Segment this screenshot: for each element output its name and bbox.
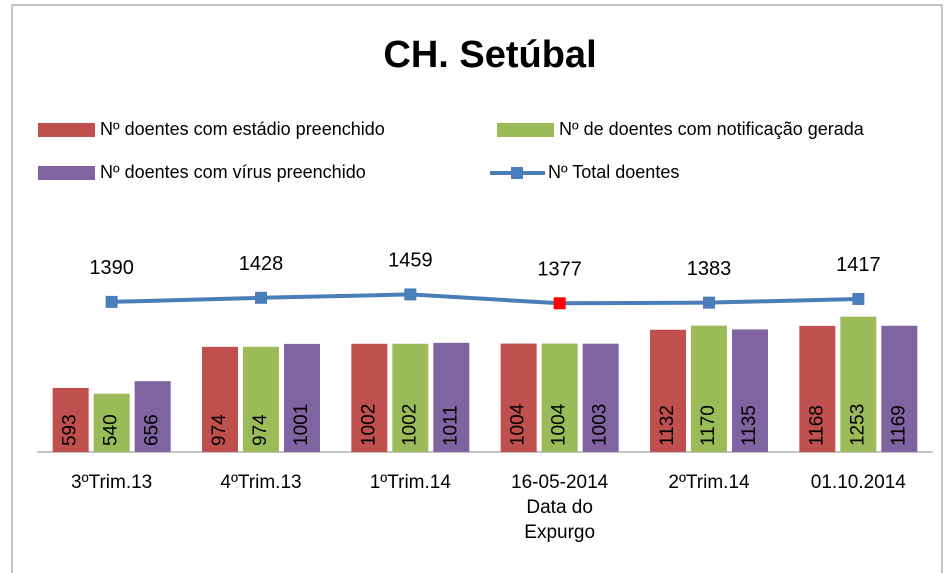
bar: [582, 343, 619, 452]
bar: [691, 325, 727, 452]
data-label: 974: [250, 414, 271, 446]
data-label: 1004: [508, 403, 529, 446]
line-marker: [852, 292, 865, 305]
line-marker: [553, 297, 566, 310]
data-label: 1135: [739, 405, 760, 446]
bar: [881, 325, 918, 452]
legend-swatch: [497, 123, 554, 137]
data-label: 1383: [687, 258, 732, 280]
x-tick-label: 2ºTrim.14: [668, 472, 750, 493]
legend-label: Nº de doentes com notificação gerada: [559, 119, 865, 139]
data-label: 540: [101, 414, 122, 446]
bar: [93, 393, 130, 452]
bar: [840, 316, 877, 452]
bar: [541, 343, 578, 452]
data-label: 1002: [399, 404, 420, 446]
legend-swatch: [38, 166, 95, 180]
legend-label: Nº Total doentes: [548, 162, 679, 182]
x-tick-label: 01.10.2014: [810, 472, 906, 493]
line-marker: [404, 288, 417, 301]
data-label: 1001: [291, 404, 312, 446]
data-label: 1390: [89, 257, 134, 279]
bar: [732, 329, 768, 452]
chart-title: CH. Setúbal: [383, 34, 596, 76]
x-tick-label: 16-05-2014 Data do Expurgo: [511, 472, 609, 543]
data-label: 1132: [657, 405, 678, 446]
data-label: 593: [60, 414, 81, 446]
bar: [650, 329, 686, 452]
legend-label: Nº doentes com vírus preenchido: [100, 162, 366, 182]
bar: [799, 325, 836, 452]
data-label: 1417: [836, 254, 881, 276]
data-label: 1253: [847, 404, 868, 446]
line-marker: [105, 295, 118, 308]
data-label: 1003: [590, 404, 611, 446]
x-tick-label: 3ºTrim.13: [71, 472, 153, 493]
data-label: 1002: [358, 404, 379, 446]
line-marker: [703, 296, 715, 309]
data-label: 974: [209, 414, 230, 446]
bar: [243, 346, 279, 452]
data-label: 1168: [806, 405, 827, 446]
chart-border: [11, 4, 943, 573]
line-marker: [255, 291, 267, 304]
bar: [202, 346, 238, 452]
data-label: 1170: [698, 405, 719, 446]
bar: [500, 343, 537, 452]
bar: [392, 343, 429, 452]
x-tick-label: 4ºTrim.13: [220, 472, 302, 493]
bar: [284, 343, 320, 452]
data-label: 1377: [537, 259, 582, 281]
bar: [52, 387, 89, 452]
data-label: 1169: [888, 405, 909, 446]
data-label: 656: [142, 414, 163, 446]
legend-label: Nº doentes com estádio preenchido: [100, 119, 385, 139]
x-tick-label: 1ºTrim.14: [369, 472, 451, 493]
data-label: 1004: [549, 403, 570, 446]
legend-swatch: [38, 123, 95, 137]
data-label: 1011: [440, 405, 461, 446]
bar: [433, 342, 470, 452]
bar: [134, 381, 171, 452]
data-label: 1459: [388, 250, 433, 272]
data-label: 1428: [239, 253, 284, 275]
legend-marker: [511, 167, 523, 179]
line: [111, 292, 859, 306]
bar: [351, 343, 388, 452]
